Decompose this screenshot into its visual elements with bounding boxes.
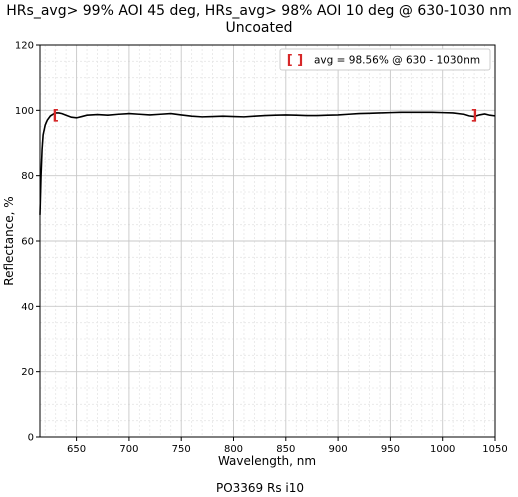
x-tick-label: 1000 (430, 444, 455, 455)
chart-title-line1: HRs_avg> 99% AOI 45 deg, HRs_avg> 98% AO… (6, 3, 511, 19)
x-tick-label: 650 (67, 444, 86, 455)
axis-ticks: 650 700 750 800 850 900 950 1000 1050 0 20 40 60 80 10… (15, 41, 508, 456)
x-tick-label: 1050 (482, 444, 507, 455)
y-tick-label: 0 (28, 433, 34, 444)
y-tick-label: 40 (21, 302, 34, 313)
legend: [ ] avg = 98.56% @ 630 - 1030nm (279, 48, 491, 71)
y-tick-label: 60 (21, 237, 34, 248)
chart-title-line2: Uncoated (226, 20, 293, 36)
band-marker: [ (52, 108, 58, 124)
grid (40, 44, 496, 438)
x-tick-label: 800 (224, 444, 243, 455)
legend-text: avg = 98.56% @ 630 - 1030nm (314, 55, 480, 67)
footer-label: PO3369 Rs i10 (216, 481, 304, 495)
y-tick-label: 100 (15, 106, 34, 117)
x-tick-label: 850 (276, 444, 295, 455)
reflectance-series-line (39, 111, 496, 215)
x-tick-label: 900 (329, 444, 348, 455)
legend-box (279, 48, 491, 71)
y-tick-label: 80 (21, 171, 34, 182)
y-tick-label: 120 (15, 41, 34, 52)
x-axis-label: Wavelength, nm (218, 454, 316, 468)
y-axis-label: Reflectance, % (2, 196, 16, 285)
y-tick-label: 20 (21, 367, 34, 378)
band-markers: [] (52, 108, 477, 124)
legend-marker: [ ] (287, 53, 303, 68)
x-tick-label: 700 (119, 444, 138, 455)
x-tick-label: 750 (172, 444, 191, 455)
band-marker: ] (471, 108, 477, 124)
x-tick-label: 950 (381, 444, 400, 455)
